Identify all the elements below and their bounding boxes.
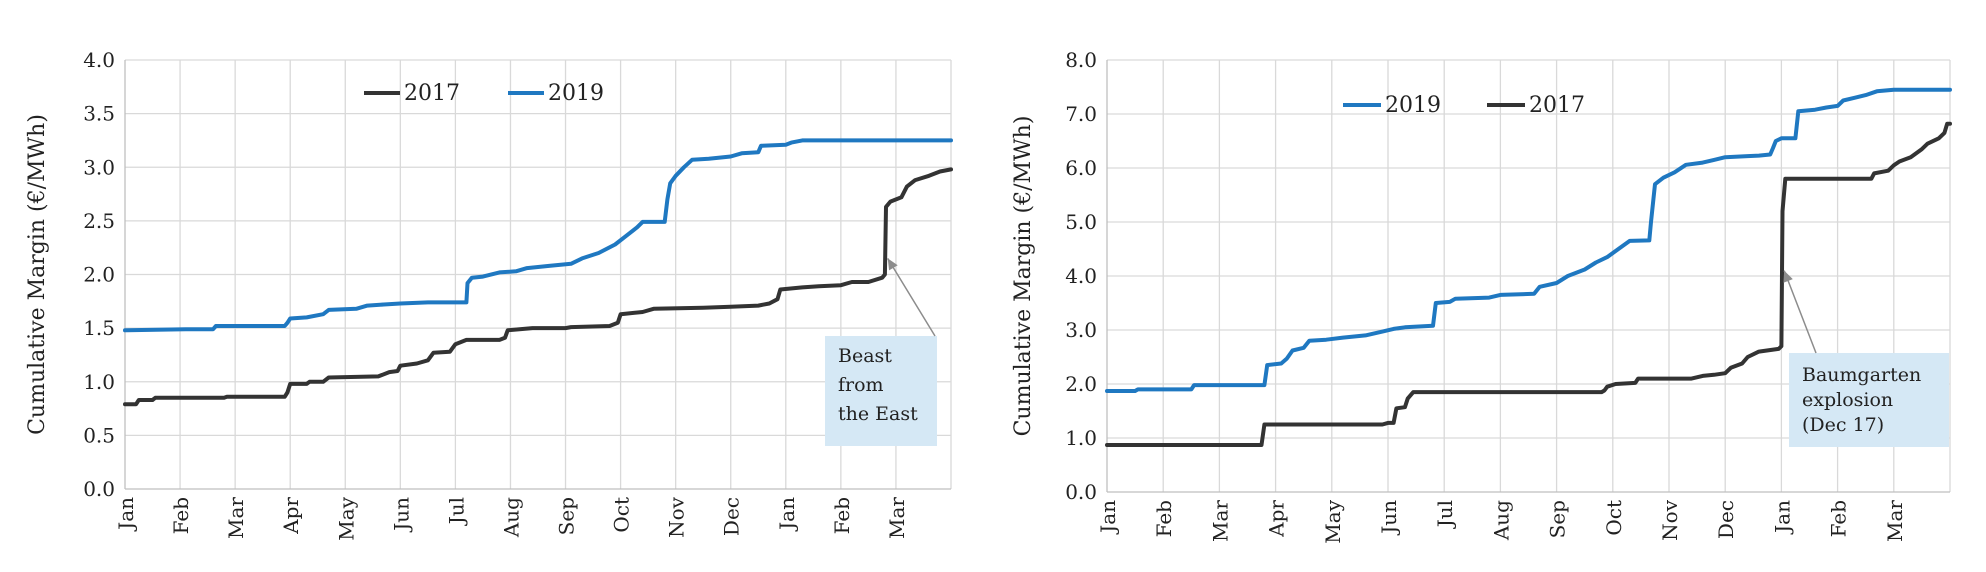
x-tick-label: Mar	[885, 497, 909, 539]
x-tick-label: Mar	[1208, 500, 1232, 542]
annotation-text: the East	[838, 403, 918, 425]
chart-baumgarten-explosion: 0.0 1.0 2.0 3.0 4.0 5.0 6.0 7.0 8.0 Jan Feb Mar Apr M…	[1011, 48, 1952, 544]
x-tick-label: Jan	[1770, 500, 1794, 535]
annotation-box	[825, 336, 937, 446]
x-tick-label: Jan	[775, 497, 799, 532]
legend-label-2017: 2017	[404, 81, 460, 106]
annotation-arrow-head	[1783, 270, 1793, 283]
annotation-text: (Dec 17)	[1802, 414, 1884, 436]
annotation-arrow-line	[1783, 270, 1817, 354]
x-tick-label: Nov	[1658, 499, 1682, 541]
y-tick-label: 0.0	[1065, 480, 1097, 504]
x-tick-label: Jan	[1096, 500, 1120, 535]
x-tick-label: Oct	[1602, 500, 1626, 536]
x-tick-label: Oct	[610, 497, 634, 533]
x-tick-label: Sep	[1546, 500, 1570, 538]
y-tick-label: 6.0	[1065, 156, 1097, 180]
annotation-arrow-line	[887, 258, 936, 337]
x-tick-label: Feb	[830, 497, 854, 534]
y-axis-label: Cumulative Margin (€/MWh)	[25, 114, 50, 435]
y-axis-label: Cumulative Margin (€/MWh)	[1011, 116, 1036, 437]
chart-beast-from-the-east: 0.0 0.5 1.0 1.5 2.0 2.5 3.0 3.5 4.0 Jan Feb Mar Apr M…	[25, 48, 953, 541]
annotation-text: Baumgarten	[1802, 364, 1921, 386]
y-tick-label: 3.5	[83, 102, 115, 126]
y-tick-label: 5.0	[1065, 210, 1097, 234]
y-tick-label: 1.0	[83, 370, 115, 394]
annotation-text: from	[838, 374, 884, 396]
x-tick-label: Jun	[1377, 500, 1401, 536]
x-tick-label: May	[334, 496, 358, 540]
x-tick-label: Apr	[279, 497, 303, 535]
x-tick-label: Mar	[1883, 500, 1907, 542]
annotation-text: explosion	[1802, 389, 1893, 411]
annotation-text: Beast	[838, 345, 892, 367]
y-tick-label: 4.0	[83, 48, 115, 72]
y-tick-label: 0.0	[83, 477, 115, 501]
y-tick-label: 1.5	[83, 316, 115, 340]
legend-label-2019: 2019	[548, 81, 604, 106]
series-line-2019	[1105, 87, 1952, 393]
y-tick-label: 8.0	[1065, 48, 1097, 72]
series-line-2019	[123, 138, 953, 333]
y-tick-label: 7.0	[1065, 102, 1097, 126]
x-tick-label: Dec	[720, 497, 744, 536]
x-tick-label: Jul	[444, 497, 468, 526]
legend-label-2019: 2019	[1385, 93, 1441, 118]
y-tick-label: 3.0	[83, 155, 115, 179]
x-tick-label: Feb	[169, 497, 193, 534]
x-tick-label: Feb	[1152, 500, 1176, 537]
x-tick-label: Aug	[1489, 500, 1513, 541]
x-tick-label: Mar	[224, 497, 248, 539]
y-tick-label: 2.0	[1065, 372, 1097, 396]
annotation-box	[1789, 353, 1949, 447]
y-tick-label: 1.0	[1065, 426, 1097, 450]
x-tick-label: Nov	[665, 496, 689, 538]
x-tick-label: Sep	[555, 497, 579, 535]
y-tick-label: 0.5	[83, 423, 115, 447]
x-tick-label: Jun	[389, 497, 413, 533]
x-tick-label: Aug	[499, 497, 523, 538]
x-tick-label: Feb	[1827, 500, 1851, 537]
x-tick-label: Jan	[114, 497, 138, 532]
series-line-2017	[1105, 121, 1952, 447]
x-tick-label: May	[1321, 499, 1345, 543]
y-tick-label: 4.0	[1065, 264, 1097, 288]
annotation-arrow-head	[887, 258, 898, 271]
x-tick-label: Jul	[1433, 500, 1457, 529]
x-tick-label: Dec	[1714, 500, 1738, 539]
legend-label-2017: 2017	[1529, 93, 1585, 118]
series-line-2017	[123, 167, 953, 407]
y-tick-label: 2.5	[83, 209, 115, 233]
y-tick-label: 2.0	[83, 263, 115, 287]
x-tick-label: Apr	[1265, 500, 1289, 538]
y-tick-label: 3.0	[1065, 318, 1097, 342]
